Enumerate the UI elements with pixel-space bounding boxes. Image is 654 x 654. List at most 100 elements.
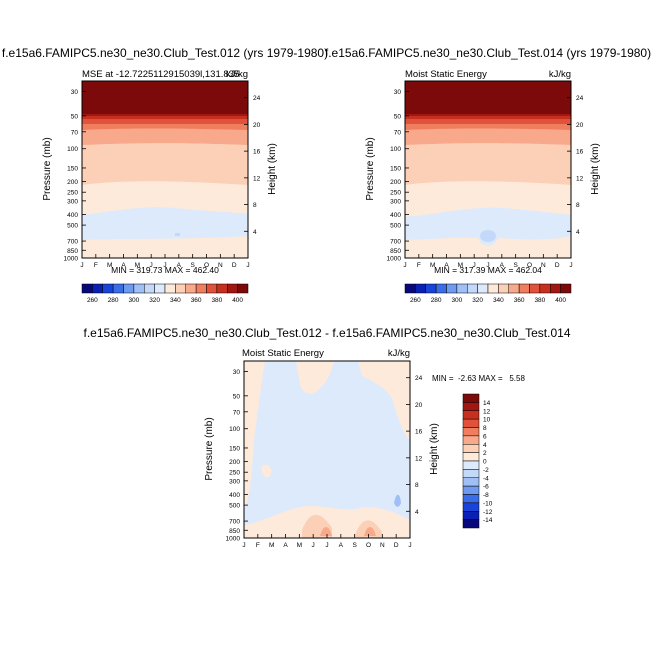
colorbar-label: 320	[149, 297, 160, 304]
colorbar-label: 400	[232, 297, 243, 304]
colorbar-label: 360	[191, 297, 202, 304]
pressure-tick-label: 150	[229, 445, 240, 452]
panel-3-pos-region-d	[261, 464, 272, 478]
pressure-tick-label: 70	[394, 129, 402, 136]
colorbar-cell	[404, 283, 416, 294]
colorbar-label: 6	[483, 433, 487, 440]
month-tick-label: A	[500, 262, 505, 269]
height-tick-label: 20	[576, 122, 584, 129]
panel-1-contour-fill	[82, 81, 248, 258]
colorbar-label: 300	[451, 297, 462, 304]
colorbar-cell	[462, 494, 480, 504]
colorbar-label: 400	[555, 297, 566, 304]
pressure-tick-label: 400	[229, 492, 240, 499]
month-tick-label: J	[246, 262, 249, 269]
month-tick-label: A	[339, 542, 344, 549]
colorbar-cell	[462, 485, 480, 495]
colorbar-cell	[462, 393, 480, 403]
panel-3-y-label: Pressure (mb)	[204, 417, 215, 480]
height-tick-label: 16	[253, 149, 261, 156]
pressure-tick-label: 1000	[387, 256, 402, 263]
colorbar-label: 2	[483, 450, 487, 457]
colorbar-cell	[560, 283, 572, 294]
pressure-tick-label: 500	[390, 223, 401, 230]
colorbar-cell	[498, 283, 509, 294]
panel-3-contour-fill	[244, 361, 410, 538]
month-tick-label: J	[486, 262, 489, 269]
pressure-tick-label: 700	[229, 519, 240, 526]
panel-2-subtitle-left: Moist Static Energy	[405, 69, 487, 80]
panel-2-units: kJ/kg	[549, 69, 571, 80]
panel-1-y2-label: Height (km)	[267, 143, 278, 195]
panel-3-subtitle-left: Moist Static Energy	[242, 348, 324, 359]
height-tick-label: 20	[415, 402, 423, 409]
month-tick-label: S	[190, 262, 195, 269]
month-tick-label: O	[204, 262, 209, 269]
month-tick-label: J	[325, 542, 328, 549]
height-tick-label: 20	[253, 122, 261, 129]
colorbar-cell	[462, 410, 480, 420]
panel-3-y2-label: Height (km)	[429, 423, 440, 475]
panel-3-neg-2	[394, 494, 401, 507]
month-tick-label: D	[232, 262, 237, 269]
height-tick-label: 24	[253, 95, 261, 102]
colorbar-cell	[462, 444, 480, 453]
month-tick-label: F	[94, 262, 98, 269]
colorbar-cell	[446, 283, 458, 294]
pressure-tick-label: 30	[233, 369, 241, 376]
colorbar-cell	[462, 460, 480, 470]
height-tick-label: 12	[415, 455, 423, 462]
panel-1-colorbar: 260 280 300 320 340 360 380 400	[81, 283, 249, 304]
panel-2-right-axis: 24 20 16 12 8 4	[567, 95, 584, 236]
colorbar-label: -6	[483, 484, 489, 491]
height-tick-label: 8	[253, 202, 257, 209]
panel-2-band-340b	[405, 236, 571, 258]
month-tick-label: M	[135, 262, 140, 269]
colorbar-cell	[425, 283, 437, 294]
colorbar-label: 280	[431, 297, 442, 304]
height-tick-label: 12	[253, 175, 261, 182]
pressure-tick-label: 70	[71, 129, 79, 136]
month-tick-label: J	[569, 262, 572, 269]
pressure-tick-label: 250	[229, 470, 240, 477]
pressure-tick-label: 700	[67, 239, 78, 246]
panel-3-units: kJ/kg	[388, 348, 410, 359]
height-tick-label: 16	[415, 429, 423, 436]
month-tick-label: F	[256, 542, 260, 549]
colorbar-cell	[81, 283, 93, 294]
colorbar-label: 380	[534, 297, 545, 304]
month-tick-label: N	[218, 262, 223, 269]
panel-1-band-340b	[82, 236, 248, 258]
colorbar-cell	[112, 283, 124, 294]
month-tick-label: M	[297, 542, 302, 549]
panel-2-band-400	[405, 81, 571, 114]
colorbar-cell	[206, 283, 218, 294]
month-tick-label: A	[121, 262, 126, 269]
month-tick-label: J	[242, 542, 245, 549]
colorbar-label: 0	[483, 459, 487, 466]
pressure-tick-label: 250	[67, 190, 78, 197]
height-tick-label: 12	[576, 175, 584, 182]
height-tick-label: 4	[253, 229, 257, 236]
colorbar-label: -4	[483, 475, 489, 482]
month-tick-label: O	[366, 542, 371, 549]
colorbar-cell	[462, 452, 480, 462]
pressure-tick-label: 250	[390, 190, 401, 197]
panel-2-title: f.e15a6.FAMIPC5.ne30_ne30.Club_Test.014 …	[325, 46, 651, 60]
colorbar-cell	[508, 283, 520, 294]
month-tick-label: D	[394, 542, 399, 549]
colorbar-cell	[227, 283, 238, 294]
panel-1-band-400	[82, 81, 248, 114]
month-tick-label: J	[403, 262, 406, 269]
panel-3-title: f.e15a6.FAMIPC5.ne30_ne30.Club_Test.012 …	[84, 326, 571, 340]
pressure-tick-label: 300	[390, 198, 401, 205]
panel-2-contour-fill	[405, 81, 571, 258]
colorbar-label: 340	[170, 297, 181, 304]
colorbar-label: 8	[483, 425, 487, 432]
colorbar-cell	[529, 283, 541, 294]
panel-2: f.e15a6.FAMIPC5.ne30_ne30.Club_Test.014 …	[325, 46, 651, 304]
